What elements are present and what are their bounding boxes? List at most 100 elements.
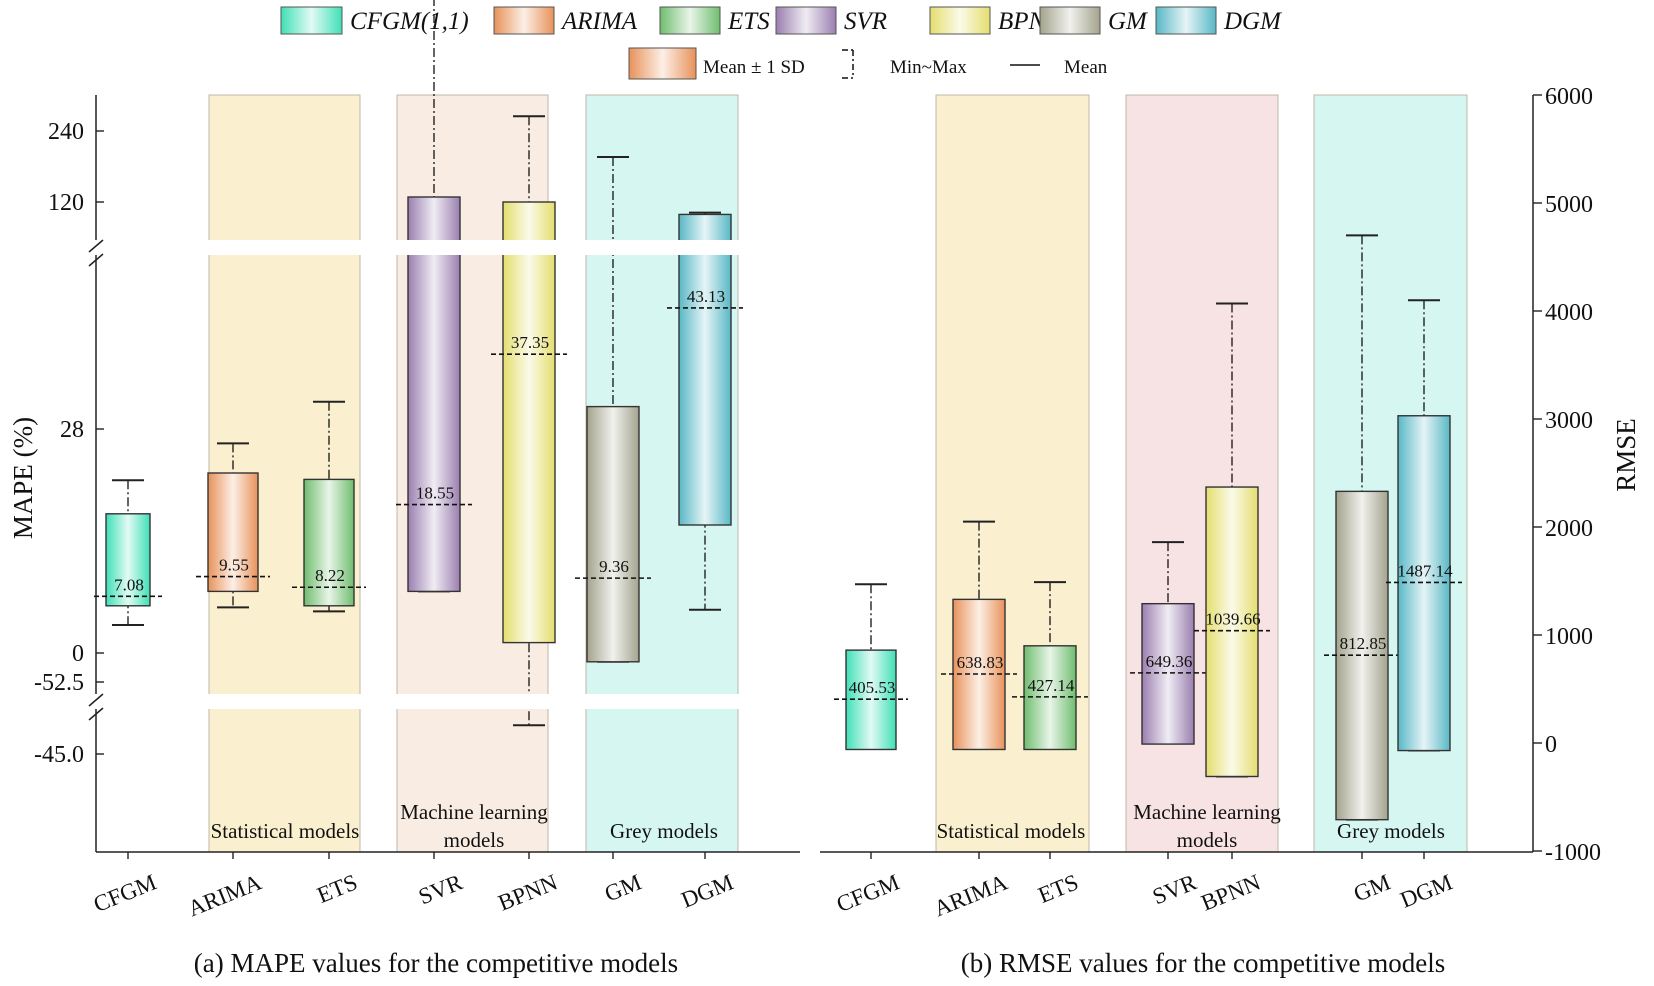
box-dgm: 43.13 <box>667 211 743 611</box>
legend-label: CFGM(1,1) <box>350 8 469 35</box>
box-gm: 812.85 <box>1324 234 1400 821</box>
box-arima: 9.55 <box>196 442 270 609</box>
legend-swatch-cfgm-1-1- <box>280 6 343 35</box>
legend-swatch-arima <box>493 6 555 35</box>
y-tick-label: 120 <box>48 190 84 216</box>
mean-label-svr: 18.55 <box>416 484 454 503</box>
box-svr: 18.55 <box>396 0 472 593</box>
mean-label-cfgm: 405.53 <box>849 678 896 697</box>
x-tick-label-svr: SVR <box>415 869 466 909</box>
chart-title-a: (a) MAPE values for the competitive mode… <box>194 948 678 978</box>
box-ets: 427.14 <box>1012 581 1088 751</box>
panel-rmse: 405.53 638.83 427.14 649.36 1039.66 812.85 148… <box>820 84 1641 978</box>
y-tick-label: 28 <box>60 417 84 443</box>
axis-break-lower <box>98 694 802 709</box>
y-tick-label: -52.5 <box>34 670 84 696</box>
x-tick-label-b-gm: GM <box>1350 869 1394 906</box>
legend-swatch-svr <box>775 6 837 35</box>
group-label-ml-b-line1: Machine learning <box>1133 800 1281 824</box>
legend-minmax-icon <box>842 49 854 79</box>
legend-swatch-ets <box>659 6 721 35</box>
y-tick-label-b: 3000 <box>1545 408 1593 434</box>
x-tick-label-ets: ETS <box>314 869 361 907</box>
y-tick-label: 0 <box>72 641 84 667</box>
group-label-grey-b: Grey models <box>1337 819 1445 843</box>
mean-label-gm: 9.36 <box>599 557 629 576</box>
box-dgm: 1487.14 <box>1386 299 1462 752</box>
mean-label-arima: 638.83 <box>957 653 1004 672</box>
box-cfgm: 7.08 <box>94 479 162 626</box>
mean-label-gm: 812.85 <box>1340 634 1387 653</box>
y-tick-label-b: 1000 <box>1545 624 1593 650</box>
legend-swatch-bpnn <box>929 6 991 35</box>
mean-label-arima: 9.55 <box>219 556 249 575</box>
x-tick-label-b-ets: ETS <box>1035 869 1082 907</box>
axis-break-upper <box>98 240 802 255</box>
legend-sd-label: Mean ± 1 SD <box>703 57 805 78</box>
y-tick-label-b: 5000 <box>1545 192 1593 218</box>
group-label-ml-b-line2: models <box>1177 828 1238 852</box>
legend-label: DGM <box>1223 8 1282 35</box>
x-tick-label-cfgm: CFGM <box>90 869 160 917</box>
chart-title-b: (b) RMSE values for the competitive mode… <box>961 948 1445 978</box>
y-tick-label-b: -1000 <box>1545 840 1601 866</box>
sd-box-svr <box>407 196 461 593</box>
mean-label-svr: 649.36 <box>1146 652 1193 671</box>
mean-label-ets: 427.14 <box>1028 676 1075 695</box>
y-tick-label-b: 6000 <box>1545 84 1593 110</box>
box-bpnn: 37.35 <box>491 115 567 727</box>
x-tick-label-b-dgm: DGM <box>1397 869 1456 912</box>
sd-box-bpnn <box>502 201 556 644</box>
sd-box-arima <box>207 472 259 593</box>
x-tick-label-bpnn: BPNN <box>495 869 562 915</box>
panel-mape: 7.08 9.55 8.22 18.55 37.35 9.36 43.13 240 120 28 0… <box>8 0 802 978</box>
group-label-ml-line1: Machine learning <box>400 800 548 824</box>
break-mark-upper <box>88 239 104 267</box>
mean-label-dgm: 1487.14 <box>1397 561 1453 580</box>
box-arima: 638.83 <box>941 520 1017 751</box>
x-tick-label-arima: ARIMA <box>184 869 265 921</box>
legend-label: ETS <box>727 8 770 35</box>
legend-label: SVR <box>844 8 887 35</box>
sd-box-svr <box>1141 602 1195 745</box>
sd-box-ets <box>303 478 355 607</box>
legend-mean-label: Mean <box>1064 57 1108 78</box>
x-tick-label-b-bpnn: BPNN <box>1198 869 1265 915</box>
mean-label-bpnn: 1039.66 <box>1205 610 1260 629</box>
y-tick-label-b: 0 <box>1545 732 1557 758</box>
legend-sd-swatch <box>628 47 697 80</box>
mean-label-bpnn: 37.35 <box>511 333 549 352</box>
legend-swatch-dgm <box>1155 6 1217 35</box>
legend-label: GM <box>1108 8 1148 35</box>
legend-label: ARIMA <box>560 8 638 35</box>
group-label-statistical: Statistical models <box>211 819 360 843</box>
sd-box-gm <box>586 405 640 663</box>
y-tick-label-b: 4000 <box>1545 300 1593 326</box>
mean-label-ets: 8.22 <box>315 566 345 585</box>
box-cfgm: 405.53 <box>834 583 908 751</box>
x-tick-label-b-cfgm: CFGM <box>833 869 903 917</box>
group-label-grey: Grey models <box>610 819 718 843</box>
box-bpnn: 1039.66 <box>1194 302 1270 778</box>
mean-label-cfgm: 7.08 <box>114 575 144 594</box>
sd-box-bpnn <box>1205 486 1259 778</box>
break-mark-lower <box>88 693 104 721</box>
x-tick-label-b-arima: ARIMA <box>930 869 1011 921</box>
group-label-statistical-b: Statistical models <box>937 819 1086 843</box>
x-tick-label-dgm: DGM <box>678 869 737 912</box>
legend-minmax-label: Min~Max <box>890 57 967 78</box>
mean-label-dgm: 43.13 <box>687 287 725 306</box>
y-tick-label: 240 <box>48 119 84 145</box>
box-ets: 8.22 <box>292 400 366 613</box>
group-label-ml-line2: models <box>444 828 505 852</box>
y-tick-label: -45.0 <box>34 742 84 768</box>
y-axis-title: MAPE (%) <box>8 417 38 539</box>
box-svr: 649.36 <box>1130 541 1206 745</box>
x-tick-label-b-svr: SVR <box>1149 869 1200 909</box>
y-axis-title-b: RMSE <box>1611 418 1641 492</box>
box-gm: 9.36 <box>575 156 651 663</box>
x-tick-label-gm: GM <box>601 869 645 906</box>
sd-box-dgm <box>678 213 732 526</box>
